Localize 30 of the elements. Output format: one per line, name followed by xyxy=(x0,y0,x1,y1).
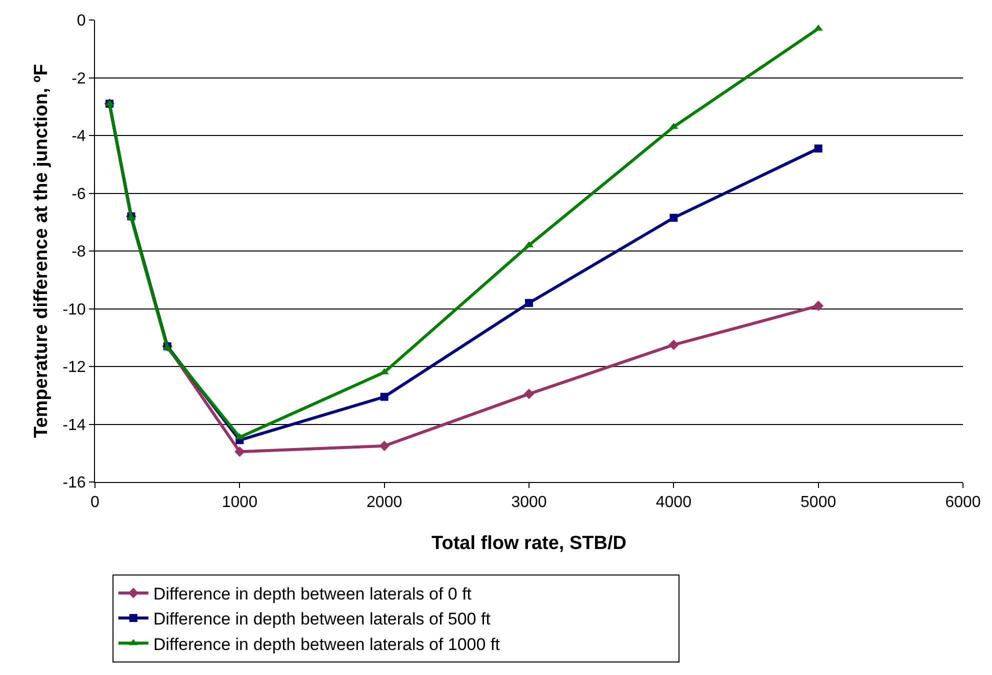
x-tick-label: 6000 xyxy=(945,494,981,512)
y-tick-label: -16 xyxy=(62,474,86,492)
x-axis-title: Total flow rate, STB/D xyxy=(432,533,626,554)
point xyxy=(524,388,534,400)
point xyxy=(670,214,678,222)
y-tick-label: -8 xyxy=(72,244,86,261)
y-tick-label: -12 xyxy=(62,359,86,376)
y-tick-label: -10 xyxy=(62,301,86,318)
y-tick-label: -14 xyxy=(62,416,86,434)
legend-label: Difference in depth between laterals of 500 ft xyxy=(153,610,491,629)
point xyxy=(380,392,388,401)
legend-label: Difference in depth between laterals of 0 ft xyxy=(153,584,472,604)
x-tick-label: 4000 xyxy=(656,494,692,512)
y-tick-label: -4 xyxy=(72,128,86,146)
legend-label: Difference in depth between laterals of 1000 ft xyxy=(153,634,500,654)
x-tick-label: 5000 xyxy=(800,494,836,512)
y-tick-label: -2 xyxy=(72,70,86,88)
point xyxy=(813,300,824,312)
point xyxy=(379,440,390,452)
point xyxy=(525,298,533,307)
y-axis-title: Temperature difference at the junction, ºF xyxy=(31,64,52,438)
x-tick-label: 1000 xyxy=(222,494,258,512)
y-tick-label: -6 xyxy=(72,186,86,203)
x-tick-label: 3000 xyxy=(511,494,547,512)
x-tick-label: 0 xyxy=(90,494,100,512)
y-tick-label: 0 xyxy=(76,12,86,30)
point xyxy=(234,446,245,457)
point xyxy=(668,340,679,350)
x-tick-label: 2000 xyxy=(366,494,402,512)
point xyxy=(814,144,822,152)
